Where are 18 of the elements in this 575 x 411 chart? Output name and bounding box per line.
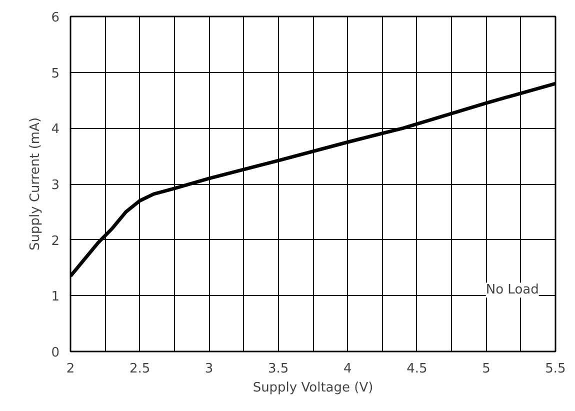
- y-tick-label: 0: [51, 346, 60, 360]
- x-tick-label: 3: [204, 362, 214, 376]
- y-tick-label: 5: [51, 66, 60, 82]
- x-tick-label: 2.5: [129, 362, 150, 376]
- x-tick-label: 4: [344, 362, 352, 376]
- annotation: No Load: [486, 282, 539, 298]
- x-tick-label: 5: [482, 362, 490, 376]
- x-axis-title: Supply Voltage (V): [252, 380, 374, 396]
- y-tick-label: 1: [51, 290, 60, 305]
- x-tick-label: 3.5: [268, 362, 289, 376]
- y-axis-title: Supply Current (mA): [28, 117, 44, 251]
- x-tick-label: 2: [66, 362, 75, 376]
- y-tick-label: 6: [51, 10, 60, 26]
- y-tick-label: 4: [51, 122, 60, 138]
- x-tick-label: 4.5: [406, 362, 428, 376]
- y-tick-label: 2: [51, 234, 60, 249]
- x-tick-label: 5.5: [545, 362, 566, 376]
- y-tick-label: 3: [51, 178, 60, 193]
